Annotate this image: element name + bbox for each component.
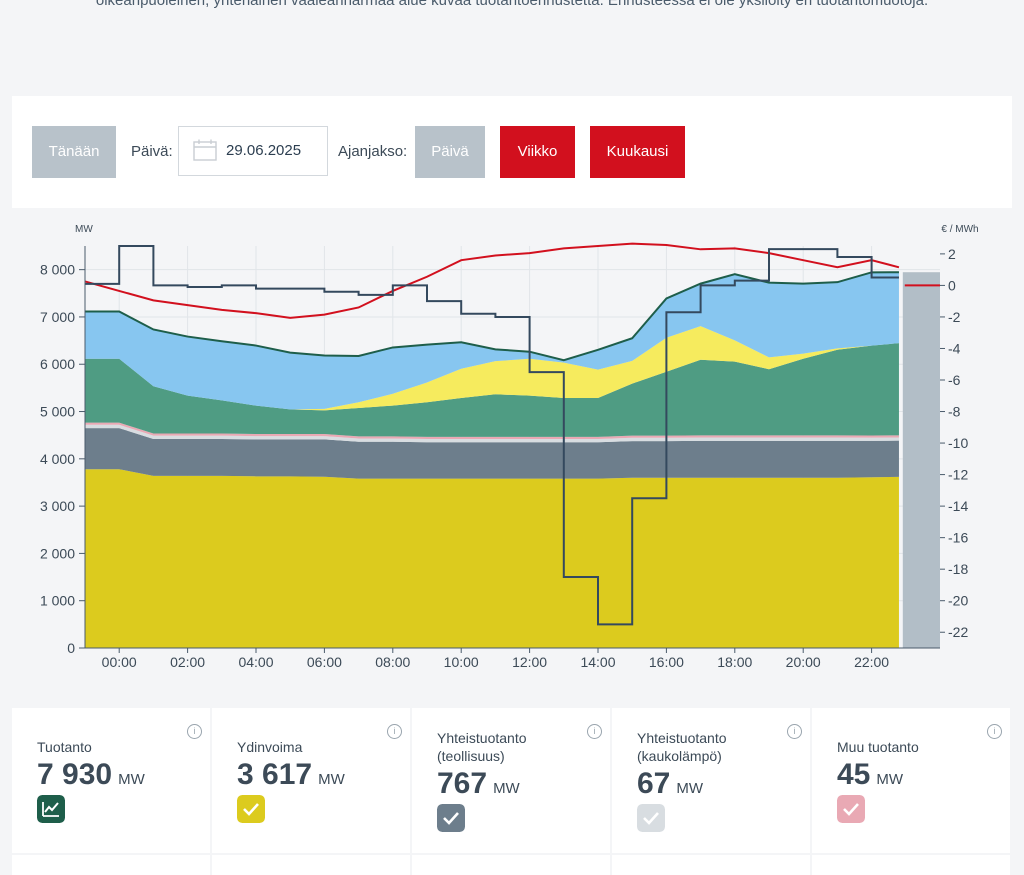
chart-axes: MW € / MWh 0 1 000 2 000 3 000 4 000 5 000 6 000… [40,224,979,670]
y-left-tick-label: 4 000 [40,451,75,467]
card-value: 7 930 MW [37,758,145,791]
y-right-tick-label: -8 [948,404,961,420]
info-icon[interactable]: i [387,724,402,739]
production-chart: MW € / MWh 0 1 000 2 000 3 000 4 000 5 000 6 000… [12,208,1012,708]
card-placeholder [12,855,210,875]
area-nuclear [85,469,899,648]
x-tick-label: 02:00 [170,654,205,670]
x-tick-label: 12:00 [512,654,547,670]
y-left-tick-label: 5 000 [40,404,75,420]
y-right-tick-label: -4 [948,340,961,356]
area-other [85,422,899,439]
y-right-tick-label: -6 [948,372,961,388]
y-left-tick-label: 3 000 [40,498,75,514]
card-placeholder [212,855,410,875]
production-cards: Tuotanto 7 930 MW i Ydinvoima 3 617 MW i Y… [12,708,1012,875]
chart-lines [84,242,940,626]
date-label: Päivä: [131,143,173,160]
card-title: Muu tuotanto [837,739,919,755]
x-tick-label: 22:00 [854,654,889,670]
x-tick-label: 14:00 [580,654,615,670]
y-right-tick-label: -18 [948,561,968,577]
card-title: Ydinvoima [237,739,303,755]
card-title: Tuotanto [37,739,92,755]
y-right-tick-label: -2 [948,309,961,325]
today-button[interactable]: Tänään [32,126,116,178]
card-value: 767 MW [437,767,520,800]
card-chp-district[interactable]: Yhteistuotanto (kaukolämpö) 67 MW i [612,708,810,853]
area-hydro [85,343,899,437]
card-placeholder [812,855,1010,875]
y-right-tick-label: -22 [948,624,968,640]
info-icon[interactable]: i [987,724,1002,739]
y-right-tick-label: 0 [948,277,956,293]
card-title: Yhteistuotanto (teollisuus) [437,730,527,764]
period-week-button[interactable]: Viikko [500,126,575,178]
y-left-tick-label: 1 000 [40,593,75,609]
area-solar [85,326,899,411]
card-value: 3 617 MW [237,758,345,791]
calendar-icon [193,139,217,161]
y-left-tick-label: 6 000 [40,356,75,372]
area-chp_industry [85,428,899,479]
total-production-line [85,271,899,362]
check-icon[interactable] [637,804,665,832]
date-controls: Tänään Päivä: 29.06.2025 Ajanjakso: Päiv… [12,96,1012,208]
check-icon[interactable] [237,795,265,823]
chart-line-icon [37,795,65,823]
y-right-tick-label: -14 [948,498,968,514]
y-right-tick-label: -20 [948,593,968,609]
y-right-tick-label: -16 [948,530,968,546]
check-icon[interactable] [437,804,465,832]
info-icon[interactable]: i [787,724,802,739]
check-icon[interactable] [837,795,865,823]
period-label: Ajanjakso: [338,143,408,160]
area-chp_district [85,424,899,443]
forecast-area [902,272,940,648]
chart-areas [85,272,940,648]
date-picker[interactable]: 29.06.2025 [178,126,328,176]
x-tick-label: 16:00 [649,654,684,670]
x-tick-label: 08:00 [375,654,410,670]
card-total-production[interactable]: Tuotanto 7 930 MW i [12,708,210,853]
card-placeholder [412,855,610,875]
y-left-unit: MW [75,224,93,235]
card-title: Yhteistuotanto (kaukolämpö) [637,730,727,764]
y-right-unit: € / MWh [941,224,978,235]
x-tick-label: 00:00 [102,654,137,670]
info-icon[interactable]: i [587,724,602,739]
period-day-button[interactable]: Päivä [415,126,485,178]
y-left-tick-label: 2 000 [40,545,75,561]
x-tick-label: 06:00 [307,654,342,670]
production-chart-svg: MW € / MWh 0 1 000 2 000 3 000 4 000 5 000 6 000… [40,224,979,670]
date-value: 29.06.2025 [226,142,302,159]
card-value: 45 MW [837,758,904,791]
y-left-tick-label: 0 [67,640,75,656]
x-tick-label: 10:00 [444,654,479,670]
x-tick-label: 18:00 [717,654,752,670]
intro-text: oikeanpuoleinen, yhtenäinen vaaleanharma… [95,0,929,9]
y-right-tick-label: -10 [948,435,968,451]
price-line [85,245,899,626]
info-icon[interactable]: i [187,724,202,739]
card-value: 67 MW [637,767,704,800]
period-month-button[interactable]: Kuukausi [590,126,685,178]
y-left-tick-label: 7 000 [40,309,75,325]
card-chp-industry[interactable]: Yhteistuotanto (teollisuus) 767 MW i [412,708,610,853]
x-tick-label: 04:00 [238,654,273,670]
y-left-tick-label: 8 000 [40,262,75,278]
y-right-tick-label: 2 [948,246,956,262]
card-placeholder [612,855,810,875]
x-tick-label: 20:00 [786,654,821,670]
area-wind [85,272,899,410]
card-nuclear[interactable]: Ydinvoima 3 617 MW i [212,708,410,853]
y-right-tick-label: -12 [948,467,968,483]
card-other-production[interactable]: Muu tuotanto 45 MW i [812,708,1010,853]
